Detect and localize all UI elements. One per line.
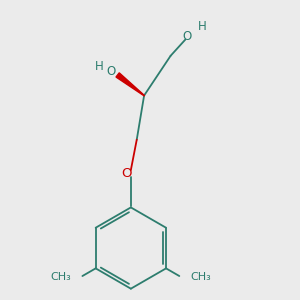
Text: CH₃: CH₃ bbox=[50, 272, 71, 283]
Text: O: O bbox=[183, 30, 192, 43]
Text: CH₃: CH₃ bbox=[190, 272, 211, 283]
Text: O: O bbox=[121, 167, 132, 180]
Text: H: H bbox=[198, 20, 206, 33]
Polygon shape bbox=[116, 73, 144, 96]
Text: O: O bbox=[106, 65, 116, 79]
Text: H: H bbox=[95, 60, 104, 73]
